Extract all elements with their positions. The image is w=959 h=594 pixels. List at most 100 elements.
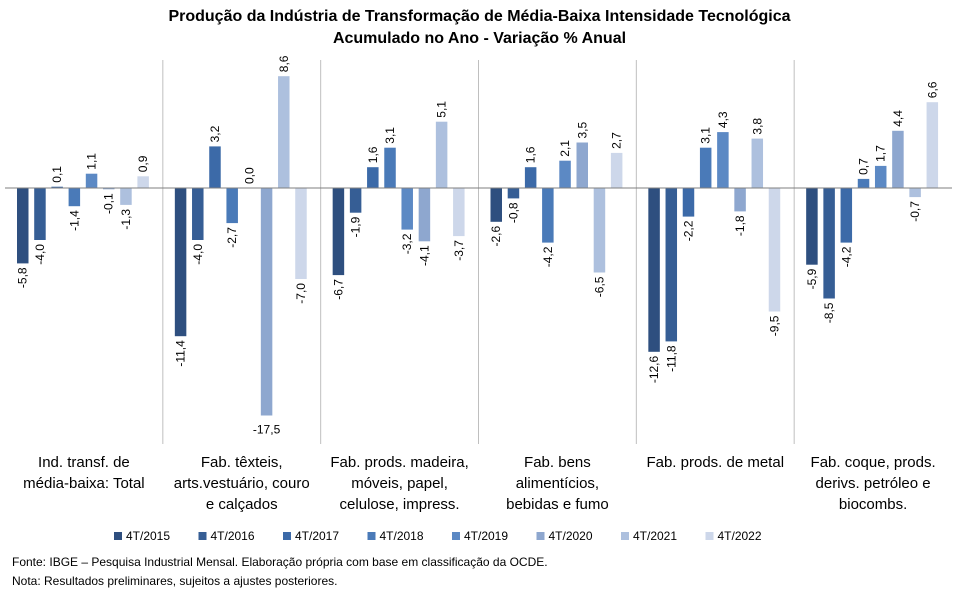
bar	[768, 188, 781, 312]
bar	[699, 147, 712, 188]
bar	[85, 173, 98, 188]
bar	[751, 138, 764, 188]
data-label: 3,1	[699, 127, 713, 144]
data-label: 6,6	[925, 81, 939, 98]
chart-title-line-1: Produção da Indústria de Transformação d…	[168, 8, 791, 25]
legend-label: 4T/2015	[126, 529, 170, 543]
bar	[648, 188, 660, 352]
data-label: 3,5	[575, 121, 589, 138]
bar	[542, 188, 554, 243]
bar	[524, 167, 537, 188]
data-label: -1,8	[733, 215, 747, 236]
category-label: e calçados	[206, 496, 278, 513]
data-label: -5,9	[805, 268, 819, 289]
data-label: -4,0	[191, 244, 205, 265]
bar	[559, 160, 571, 188]
bar	[192, 188, 204, 240]
data-label: -0,8	[506, 202, 520, 223]
bar	[137, 176, 149, 188]
data-label: -11,4	[174, 340, 188, 367]
bar	[103, 188, 115, 190]
data-label: 1,6	[524, 146, 538, 163]
legend-label: 4T/2021	[633, 529, 677, 543]
bar	[717, 132, 729, 188]
chart-subtitle: Acumulado no Ano - Variação % Anual	[332, 30, 627, 47]
bar	[593, 188, 606, 273]
data-label: -0,1	[102, 193, 116, 214]
category-label: biocombs.	[839, 496, 907, 513]
data-label: -6,7	[331, 279, 345, 300]
category-label: móveis, papel,	[351, 475, 448, 492]
data-label: 2,7	[610, 132, 624, 149]
category-label: alimentícios,	[516, 475, 599, 492]
legend: 4T/2015 4T/2016 4T/2017 4T/2018 4T/2019 4T/20…	[114, 529, 762, 543]
bar	[384, 147, 396, 188]
legend-label: 4T/2022	[718, 529, 762, 543]
data-label: 0,9	[136, 155, 150, 172]
bar	[823, 188, 835, 299]
data-label: -7,0	[294, 283, 308, 304]
legend-swatch	[198, 532, 207, 540]
legend-swatch	[621, 532, 629, 540]
data-label: 4,4	[891, 110, 905, 127]
data-label: -11,8	[664, 345, 678, 372]
bar	[51, 186, 63, 188]
category-label: derivs. petróleo e	[816, 475, 931, 492]
data-label: -9,5	[767, 315, 781, 336]
data-label: -3,2	[400, 233, 414, 254]
data-label: 8,6	[277, 55, 291, 72]
chart-title: Produção da Indústria de Transformação d…	[0, 6, 959, 50]
legend-label: 4T/2016	[211, 529, 255, 543]
data-label: 2,1	[558, 140, 572, 157]
bar	[576, 142, 588, 188]
legend-swatch	[705, 532, 714, 540]
data-label: 0,1	[50, 166, 64, 183]
bar	[332, 188, 345, 276]
bar	[892, 130, 904, 188]
bar	[874, 165, 887, 188]
bar	[401, 188, 413, 230]
data-label: 4,3	[716, 111, 730, 128]
data-label: 0,0	[242, 167, 256, 184]
legend-label: 4T/2018	[380, 529, 424, 543]
category-label: arts.vestuário, couro	[174, 475, 310, 492]
data-label: -4,0	[33, 244, 47, 265]
category-label: Fab. prods. madeira,	[330, 454, 468, 471]
data-label: -2,2	[681, 220, 695, 241]
data-label: -4,1	[417, 245, 431, 266]
bar	[209, 146, 221, 188]
bar	[806, 188, 818, 265]
bar	[34, 188, 46, 240]
bar	[418, 188, 431, 242]
bar	[174, 188, 187, 337]
data-label: 3,2	[208, 125, 222, 142]
bar	[682, 188, 695, 217]
data-label: -2,6	[489, 225, 503, 246]
bar	[260, 188, 273, 416]
bar	[226, 188, 238, 224]
data-label: -5,8	[16, 267, 30, 288]
legend-label: 4T/2020	[549, 529, 593, 543]
data-label: 3,1	[383, 127, 397, 144]
data-label: -1,9	[349, 216, 363, 237]
legend-label: 4T/2017	[295, 529, 339, 543]
data-label: -3,7	[452, 240, 466, 261]
data-label: -17,5	[253, 423, 281, 437]
data-label: 3,8	[750, 118, 764, 135]
legend-swatch	[536, 532, 545, 540]
category-label: Fab. têxteis,	[201, 454, 283, 471]
bar	[367, 167, 379, 188]
data-label: -0,7	[908, 201, 922, 222]
bar	[857, 178, 870, 188]
bar	[926, 102, 939, 188]
data-label: 1,1	[85, 153, 99, 170]
category-label: média-baixa: Total	[23, 475, 144, 492]
bar	[840, 188, 853, 243]
legend-swatch	[114, 532, 122, 540]
data-label: 1,6	[366, 146, 380, 163]
data-label: -2,7	[225, 227, 239, 248]
bar	[665, 188, 678, 342]
bar	[453, 188, 465, 237]
category-label: Fab. prods. de metal	[646, 454, 784, 471]
